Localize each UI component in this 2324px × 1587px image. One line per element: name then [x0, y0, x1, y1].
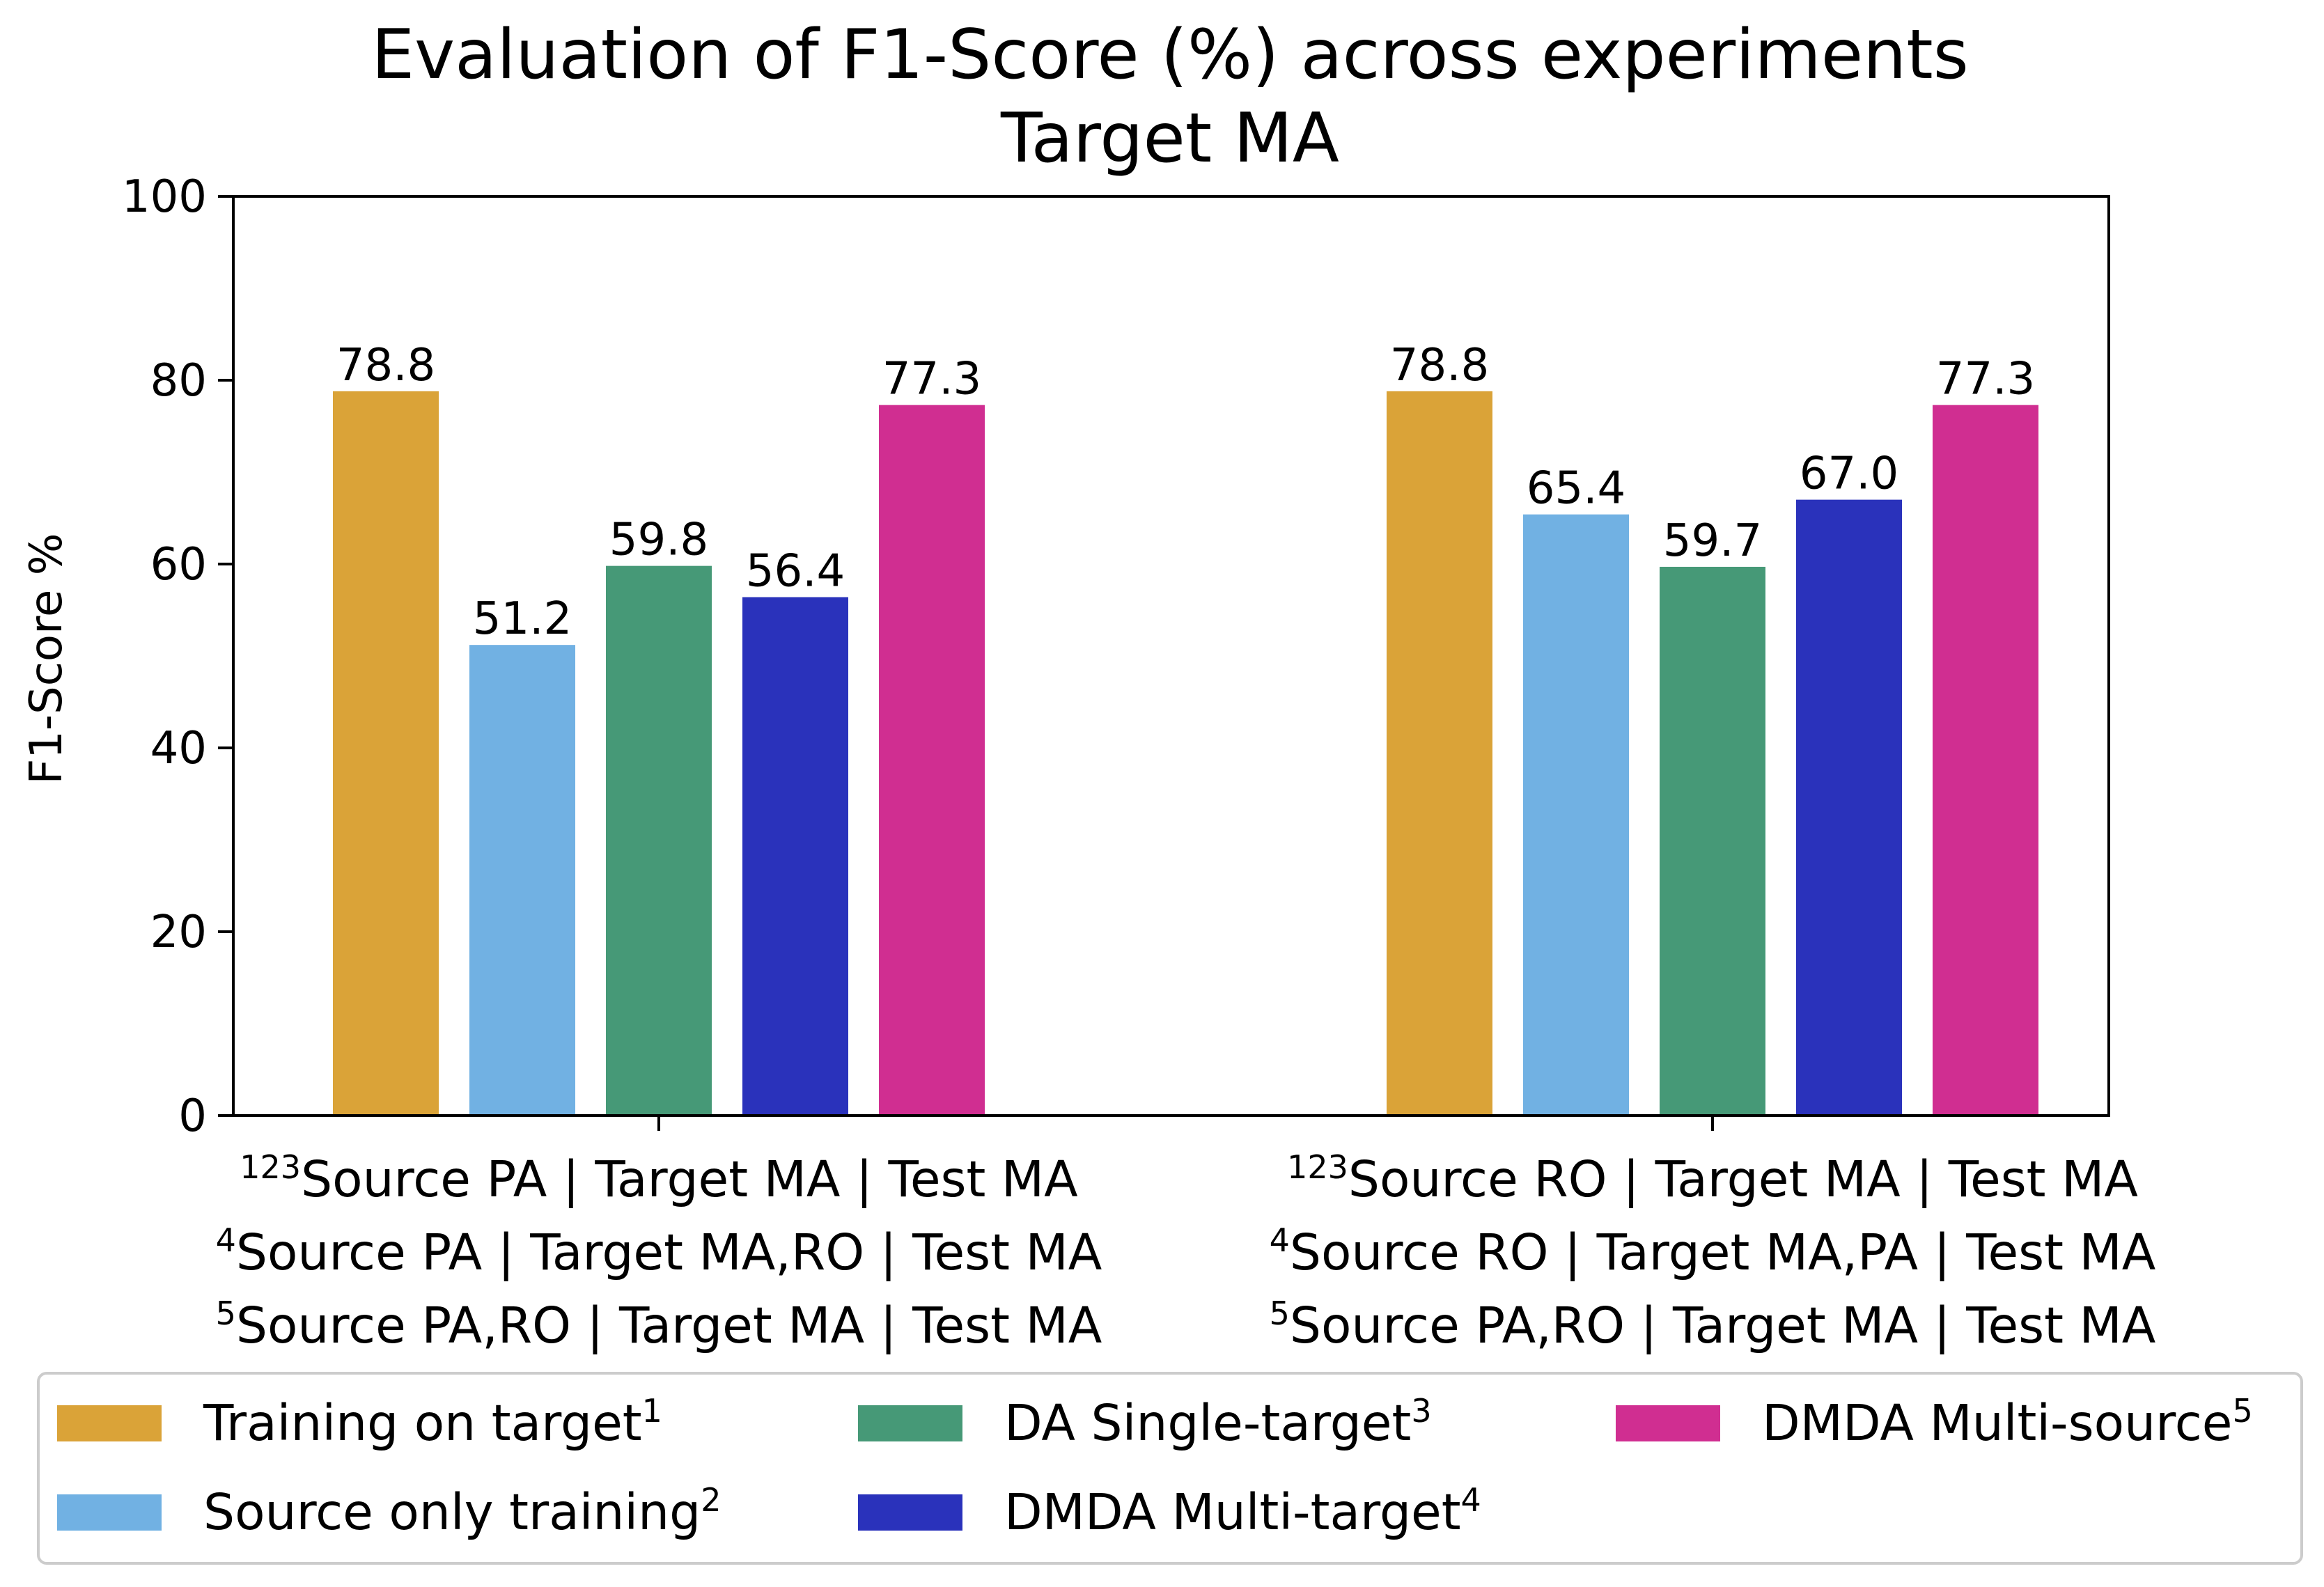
legend-label: DMDA Multi-source5: [1762, 1392, 2253, 1452]
y-tick-label: 80: [150, 355, 207, 407]
bar: [1796, 499, 1902, 1116]
legend-label-text: DA Single-target: [1004, 1394, 1411, 1452]
y-tick-label: 20: [150, 907, 207, 958]
plot-area-frame: [232, 195, 2110, 1117]
x-tick-label-text: Source RO | Target MA,PA | Test MA: [1290, 1224, 2155, 1282]
bar: [469, 645, 575, 1116]
x-tick-label-text: Source PA,RO | Target MA | Test MA: [1290, 1297, 2155, 1355]
chart-title: Evaluation of F1-Score (%) across experi…: [371, 15, 1969, 95]
legend-swatch: [1616, 1405, 1720, 1441]
legend-label: Training on target1: [203, 1392, 662, 1452]
legend-label-text: Training on target: [203, 1394, 642, 1452]
bar: [606, 565, 712, 1116]
y-axis: 0 20 40 60 80 100: [122, 171, 233, 1142]
bar-value-label: 77.3: [1936, 354, 2036, 405]
legend-label-superscript: 3: [1411, 1392, 1431, 1430]
bar: [879, 405, 985, 1116]
legend-item: Source only training2: [57, 1481, 722, 1541]
legend-item: DMDA Multi-target4: [858, 1481, 1481, 1541]
x-tick-label-superscript: 4: [216, 1221, 236, 1259]
legend-label-text: DMDA Multi-source: [1762, 1394, 2232, 1452]
x-tick-label-text: Source PA | Target MA,RO | Test MA: [236, 1224, 1102, 1282]
legend-label: Source only training2: [203, 1481, 722, 1541]
x-tick-label-superscript: 123: [240, 1148, 301, 1186]
bar-value-label: 56.4: [746, 546, 845, 597]
x-tick-label-superscript: 5: [216, 1295, 236, 1332]
legend: Training on target1 Source only training2…: [37, 1372, 2303, 1565]
x-tick-label-superscript: 123: [1287, 1148, 1348, 1186]
bar-value-labels: 78.8 78.8 51.2 65.4 59.8 59.7 56.4 67.0 77.3 77.3: [336, 340, 2036, 645]
legend-item: DMDA Multi-source5: [1616, 1392, 2253, 1452]
legend-item: DA Single-target3: [858, 1392, 1432, 1452]
x-tick-label-line: 5Source PA,RO | Target MA | Test MA: [216, 1295, 1102, 1355]
x-tick-label-line: 123Source PA | Target MA | Test MA: [240, 1148, 1077, 1209]
x-tick-label-line: 4Source RO | Target MA,PA | Test MA: [1270, 1221, 2156, 1282]
legend-label-superscript: 2: [701, 1481, 721, 1519]
x-tick-label-superscript: 4: [1270, 1221, 1290, 1259]
legend-label: DMDA Multi-target4: [1004, 1481, 1481, 1541]
x-tick-label-text: Source RO | Target MA | Test MA: [1348, 1150, 2138, 1209]
bar-value-label: 78.8: [336, 340, 436, 391]
bar-value-label: 78.8: [1390, 340, 1490, 391]
bar-value-label: 77.3: [882, 354, 982, 405]
x-tick-label-line: 123Source RO | Target MA | Test MA: [1287, 1148, 2138, 1209]
y-tick-label: 60: [150, 539, 207, 591]
legend-label-superscript: 5: [2232, 1392, 2252, 1430]
x-tick-label-line: 5Source PA,RO | Target MA | Test MA: [1270, 1295, 2156, 1355]
legend-swatch: [858, 1494, 962, 1531]
bar-value-label: 59.7: [1663, 515, 1763, 567]
y-tick-label: 40: [150, 723, 207, 774]
legend-box: [37, 1372, 2303, 1565]
bar-value-label: 59.8: [609, 515, 709, 566]
legend-label-superscript: 4: [1461, 1481, 1481, 1519]
legend-swatch: [858, 1405, 962, 1441]
x-tick-label-text: Source PA | Target MA | Test MA: [301, 1150, 1078, 1209]
x-tick-label-text: Source PA,RO | Target MA | Test MA: [236, 1297, 1102, 1355]
x-tick-label-superscript: 5: [1270, 1295, 1290, 1332]
y-tick-label: 100: [122, 171, 207, 223]
y-axis-label: F1-Score %: [21, 533, 72, 784]
legend-label-superscript: 1: [642, 1392, 662, 1430]
bar: [742, 597, 848, 1116]
bar-value-label: 65.4: [1527, 463, 1626, 515]
legend-label: DA Single-target3: [1004, 1392, 1432, 1452]
y-tick-label: 0: [178, 1090, 207, 1142]
legend-label-text: DMDA Multi-target: [1004, 1483, 1461, 1541]
bar-value-label: 67.0: [1800, 448, 1899, 500]
bar: [1933, 405, 2038, 1116]
legend-label-text: Source only training: [203, 1483, 701, 1541]
bar: [1387, 391, 1492, 1116]
bar: [1660, 566, 1765, 1116]
legend-swatch: [57, 1494, 162, 1531]
legend-swatch: [57, 1405, 162, 1441]
x-tick-label-line: 4Source PA | Target MA,RO | Test MA: [216, 1221, 1102, 1282]
chart-subtitle: Target MA: [1000, 99, 1339, 178]
bar-value-label: 51.2: [473, 593, 572, 645]
legend-item: Training on target1: [57, 1392, 662, 1452]
bars-layer: [333, 391, 2038, 1116]
x-axis: 123Source PA | Target MA | Test MA4Sourc…: [216, 1116, 2156, 1355]
bar: [333, 391, 439, 1116]
bar: [1523, 514, 1629, 1116]
